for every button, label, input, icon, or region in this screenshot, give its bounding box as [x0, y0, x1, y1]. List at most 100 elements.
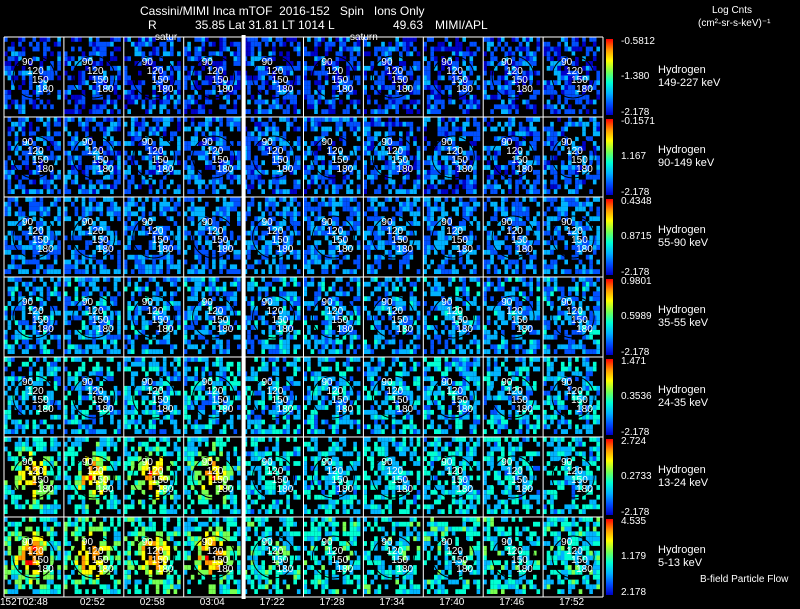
heatmap-pixel: [363, 75, 367, 81]
heatmap-pixel: [286, 211, 290, 217]
heatmap-pixel: [159, 269, 163, 274]
heatmap-pixel: [356, 121, 361, 127]
heatmap-pixel: [14, 305, 19, 311]
heatmap-pixel: [159, 249, 163, 255]
pitch-angle-contour: [132, 135, 176, 179]
heatmap-pixel: [469, 249, 474, 255]
heatmap-pixel: [183, 339, 188, 345]
heatmap-pixel: [473, 249, 477, 255]
heatmap-pixel: [391, 141, 396, 146]
heatmap-pixel: [233, 165, 238, 170]
heatmap-pixel: [314, 216, 318, 222]
heatmap-pixel: [257, 51, 262, 57]
heatmap-pixel: [434, 145, 438, 151]
heatmap-pixel: [233, 75, 238, 81]
heatmap-pixel: [339, 99, 343, 105]
heatmap-pixel: [208, 301, 213, 306]
heatmap-pixel: [522, 221, 526, 226]
heatmap-pixel: [162, 89, 167, 95]
heatmap-pixel: [205, 286, 209, 292]
heatmap-pixel: [110, 339, 114, 345]
heatmap-pixel: [434, 245, 438, 250]
heatmap-pixel: [458, 41, 463, 47]
heatmap-pixel: [402, 104, 407, 110]
heatmap-pixel: [74, 235, 79, 241]
heatmap-pixel: [582, 160, 586, 166]
heatmap-pixel: [339, 240, 343, 246]
heatmap-pixel: [374, 245, 378, 250]
heatmap-pixel: [4, 344, 8, 350]
heatmap-pixel: [307, 80, 311, 86]
heatmap-pixel: [388, 225, 392, 231]
heatmap-pixel: [339, 75, 343, 81]
heatmap-pixel: [92, 344, 96, 350]
heatmap-pixel: [43, 155, 47, 161]
heatmap-pixel: [317, 201, 322, 207]
heatmap-pixel: [497, 80, 501, 86]
heatmap-pixel: [247, 131, 251, 137]
heatmap-pixel: [67, 109, 72, 114]
heatmap-pixel: [473, 51, 477, 57]
heatmap-pixel: [152, 145, 156, 151]
heatmap-pixel: [511, 65, 516, 71]
heatmap-pixel: [233, 61, 238, 66]
heatmap-pixel: [127, 349, 131, 354]
heatmap-pixel: [237, 216, 241, 222]
heatmap-pixel: [177, 320, 181, 326]
heatmap-pixel: [226, 216, 230, 222]
heatmap-pixel: [162, 117, 167, 122]
heatmap-pixel: [148, 339, 153, 345]
heatmap-pixel: [212, 249, 216, 255]
heatmap-pixel: [14, 51, 19, 57]
heatmap-pixel: [282, 99, 287, 105]
heatmap-pixel: [117, 109, 121, 114]
heatmap-pixel: [395, 37, 399, 42]
heatmap-pixel: [127, 75, 131, 81]
heatmap-pixel: [95, 329, 100, 335]
heatmap-pixel: [219, 160, 223, 166]
heatmap-pixel: [448, 169, 452, 175]
heatmap-pixel: [289, 121, 294, 127]
heatmap-pixel: [314, 117, 318, 122]
heatmap-pixel: [486, 230, 491, 236]
heatmap-pixel: [190, 221, 195, 226]
heatmap-pixel: [476, 225, 481, 231]
heatmap-pixel: [416, 269, 421, 274]
heatmap-pixel: [226, 201, 230, 207]
heatmap-pixel: [508, 259, 512, 265]
heatmap-pixel: [395, 155, 399, 161]
heatmap-pixel: [529, 160, 533, 166]
heatmap-pixel: [177, 169, 181, 175]
heatmap-pixel: [391, 160, 396, 166]
heatmap-pixel: [331, 211, 336, 217]
heatmap-pixel: [426, 80, 431, 86]
heatmap-pixel: [130, 296, 135, 302]
heatmap-pixel: [194, 136, 198, 142]
heatmap-pixel: [257, 41, 262, 47]
heatmap-pixel: [134, 315, 139, 321]
heatmap-pixel: [571, 121, 576, 127]
heatmap-pixel: [233, 296, 238, 302]
heatmap-pixel: [85, 230, 89, 236]
heatmap-pixel: [395, 249, 399, 255]
heatmap-pixel: [219, 264, 223, 270]
heatmap-pixel: [388, 75, 392, 81]
heatmap-pixel: [233, 310, 238, 316]
heatmap-pixel: [377, 225, 382, 231]
pitch-angle-contour: [491, 215, 535, 259]
heatmap-pixel: [455, 117, 459, 122]
heatmap-pixel: [331, 189, 336, 194]
heatmap-pixel: [237, 141, 241, 146]
heatmap-pixel: [233, 249, 238, 255]
heatmap-pixel: [553, 259, 558, 265]
heatmap-pixel: [522, 165, 526, 170]
heatmap-pixel: [254, 37, 258, 42]
heatmap-pixel: [205, 216, 209, 222]
heatmap-pixel: [159, 99, 163, 105]
heatmap-pixel: [127, 225, 131, 231]
heatmap-pixel: [592, 240, 597, 246]
heatmap-pixel: [88, 85, 93, 90]
heatmap-pixel: [222, 230, 227, 236]
heatmap-pixel: [289, 70, 294, 76]
heatmap-pixel: [155, 269, 160, 274]
